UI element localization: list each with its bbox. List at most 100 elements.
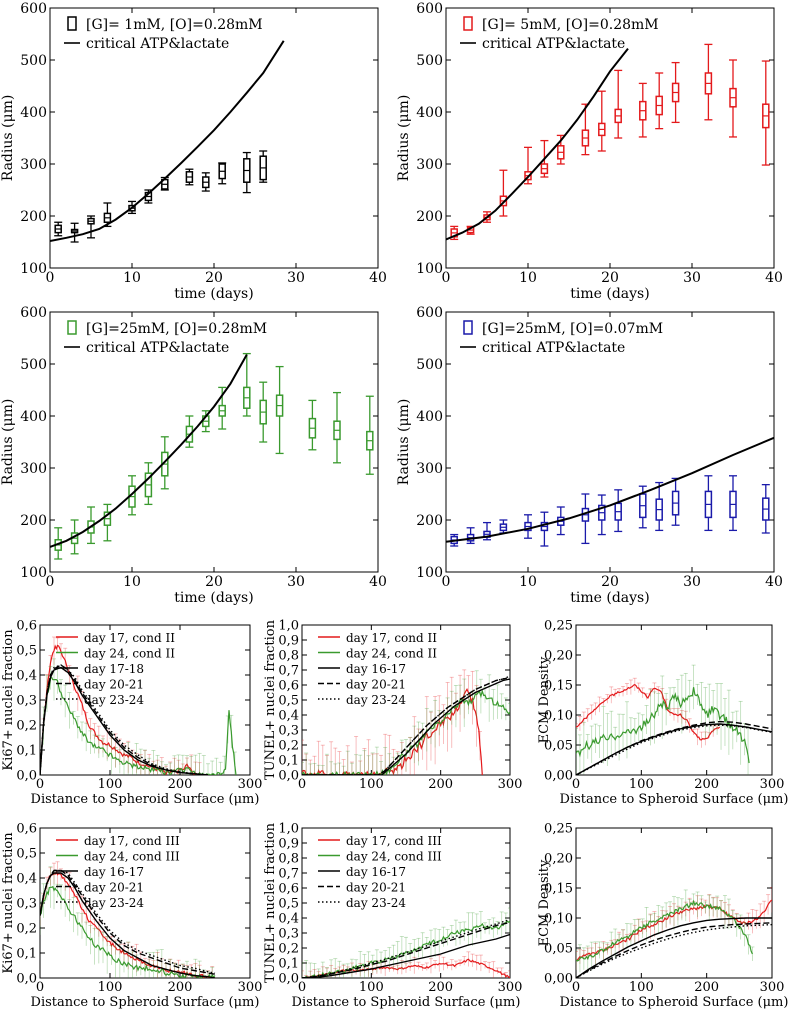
legend-box-swatch bbox=[463, 320, 473, 335]
legend-box-swatch bbox=[463, 16, 473, 31]
x-axis-title: time (days) bbox=[570, 590, 649, 606]
legend-label: [G]=25mM, [O]=0.07mM bbox=[482, 321, 663, 337]
y-tick-label: 500 bbox=[20, 53, 47, 69]
legend: [G]=25mM, [O]=0.07mM critical ATP&lactate bbox=[460, 320, 663, 356]
x-tick-label: 0 bbox=[36, 980, 44, 995]
series-line-black-dashed bbox=[576, 720, 772, 775]
y-tick-label: 100 bbox=[416, 565, 443, 581]
legend-box-swatch bbox=[67, 16, 77, 31]
chart-p6: 0 100 200 300 0,00,10,20,30,40,50,60,70,80,9… bbox=[263, 619, 522, 792]
legend-item: critical ATP&lactate bbox=[460, 36, 625, 52]
box-item bbox=[671, 61, 680, 124]
y-tick-label: 100 bbox=[416, 261, 443, 277]
legend-label: critical ATP&lactate bbox=[482, 340, 625, 356]
box-item bbox=[54, 221, 63, 237]
y-tick-label: 0,7 bbox=[278, 867, 299, 882]
legend-label: [G]= 1mM, [O]=0.28mM bbox=[86, 17, 263, 33]
y-tick-label: 0,0 bbox=[16, 972, 37, 987]
legend-item: [G]=25mM, [O]=0.28mM bbox=[67, 320, 267, 337]
legend-label: day 23-24 bbox=[346, 693, 406, 707]
x-axis-title: time (days) bbox=[570, 286, 649, 302]
y-tick-label: 400 bbox=[416, 409, 443, 425]
x-tick-label: 0 bbox=[572, 980, 580, 995]
box-item bbox=[365, 395, 374, 475]
y-tick-label: 0,3 bbox=[278, 724, 299, 739]
box-item bbox=[333, 391, 341, 464]
y-tick-label: 0,10 bbox=[544, 912, 573, 927]
x-tick-label: 300 bbox=[238, 777, 263, 792]
x-tick-label: 0 bbox=[46, 270, 55, 286]
legend-box-swatch bbox=[67, 320, 77, 335]
x-tick-label: 200 bbox=[428, 777, 453, 792]
legend-label: day 16-17 bbox=[84, 865, 144, 879]
legend-label: day 24, cond III bbox=[84, 850, 180, 864]
y-tick-label: 0,6 bbox=[278, 679, 299, 694]
legend-label: critical ATP&lactate bbox=[86, 36, 229, 52]
x-tick-label: 20 bbox=[601, 574, 619, 590]
plot-area bbox=[50, 352, 374, 560]
y-tick-label: 0,1 bbox=[278, 754, 299, 769]
legend-item: day 20-21 bbox=[318, 678, 406, 692]
box-item bbox=[259, 150, 268, 183]
y-tick-label: 0,9 bbox=[278, 634, 299, 649]
x-tick-label: 40 bbox=[369, 270, 387, 286]
y-tick-label: 300 bbox=[20, 461, 47, 477]
y-tick-label: 300 bbox=[20, 157, 47, 173]
y-tick-label: 0,4 bbox=[16, 669, 37, 684]
y-tick-label: 0,4 bbox=[278, 912, 299, 927]
y-tick-label: 0,15 bbox=[544, 882, 573, 897]
y-axis-title: Radius (μm) bbox=[396, 399, 412, 486]
legend-item: day 24, cond III bbox=[56, 850, 180, 864]
box-item bbox=[704, 43, 713, 121]
legend-label: day 17, cond II bbox=[346, 631, 437, 645]
x-tick-label: 30 bbox=[287, 574, 305, 590]
y-tick-label: 0,3 bbox=[278, 927, 299, 942]
y-tick-label: 0,3 bbox=[16, 694, 37, 709]
y-tick-label: 0,2 bbox=[278, 739, 299, 754]
legend-label: day 23-24 bbox=[84, 693, 144, 707]
x-tick-label: 10 bbox=[123, 574, 141, 590]
y-tick-label: 0,5 bbox=[16, 847, 37, 862]
series-line-day-24-cond-ii bbox=[302, 689, 510, 775]
series-line-day-16-17 bbox=[302, 933, 510, 978]
x-tick-label: 100 bbox=[98, 777, 123, 792]
critical-line bbox=[446, 436, 774, 543]
y-tick-label: 0,8 bbox=[278, 649, 299, 664]
x-tick-label: 40 bbox=[369, 574, 387, 590]
y-tick-label: 0,5 bbox=[278, 694, 299, 709]
y-tick-label: 400 bbox=[416, 105, 443, 121]
y-tick-label: 0,0 bbox=[16, 769, 37, 784]
critical-line bbox=[446, 47, 629, 241]
y-tick-label: 0,2 bbox=[16, 922, 37, 937]
box-item bbox=[218, 386, 227, 430]
y-tick-label: 0,05 bbox=[544, 739, 573, 754]
plot-area bbox=[302, 907, 510, 978]
y-tick-label: 1,0 bbox=[278, 619, 299, 634]
x-tick-label: 20 bbox=[205, 270, 223, 286]
y-tick-label: 1,0 bbox=[278, 822, 299, 837]
y-tick-label: 200 bbox=[416, 209, 443, 225]
box-item bbox=[144, 462, 153, 506]
box-item bbox=[87, 215, 95, 239]
box-item bbox=[185, 168, 194, 186]
box-item bbox=[761, 483, 770, 534]
x-tick-label: 300 bbox=[760, 777, 785, 792]
series-line-red bbox=[576, 683, 721, 741]
legend-label: day 16-17 bbox=[346, 865, 406, 879]
legend: [G]= 5mM, [O]=0.28mM critical ATP&lactate bbox=[460, 16, 659, 52]
x-axis-title: Distance to Spheroid Surface (μm) bbox=[31, 792, 260, 807]
legend-item: day 23-24 bbox=[56, 896, 144, 910]
x-tick-label: 100 bbox=[359, 980, 384, 995]
x-tick-label: 20 bbox=[601, 270, 619, 286]
legend-item: day 16-17 bbox=[56, 865, 144, 879]
x-tick-label: 40 bbox=[765, 574, 783, 590]
x-tick-label: 30 bbox=[683, 270, 701, 286]
box-item bbox=[499, 519, 508, 534]
y-tick-label: 400 bbox=[20, 105, 47, 121]
legend-label: day 24, cond II bbox=[346, 647, 437, 661]
legend-item: day 23-24 bbox=[56, 693, 144, 707]
chart-p4: 0 10 20 30 40 100 200 300 400 500 600 time (days) Ra… bbox=[396, 305, 783, 606]
x-tick-label: 300 bbox=[760, 980, 785, 995]
